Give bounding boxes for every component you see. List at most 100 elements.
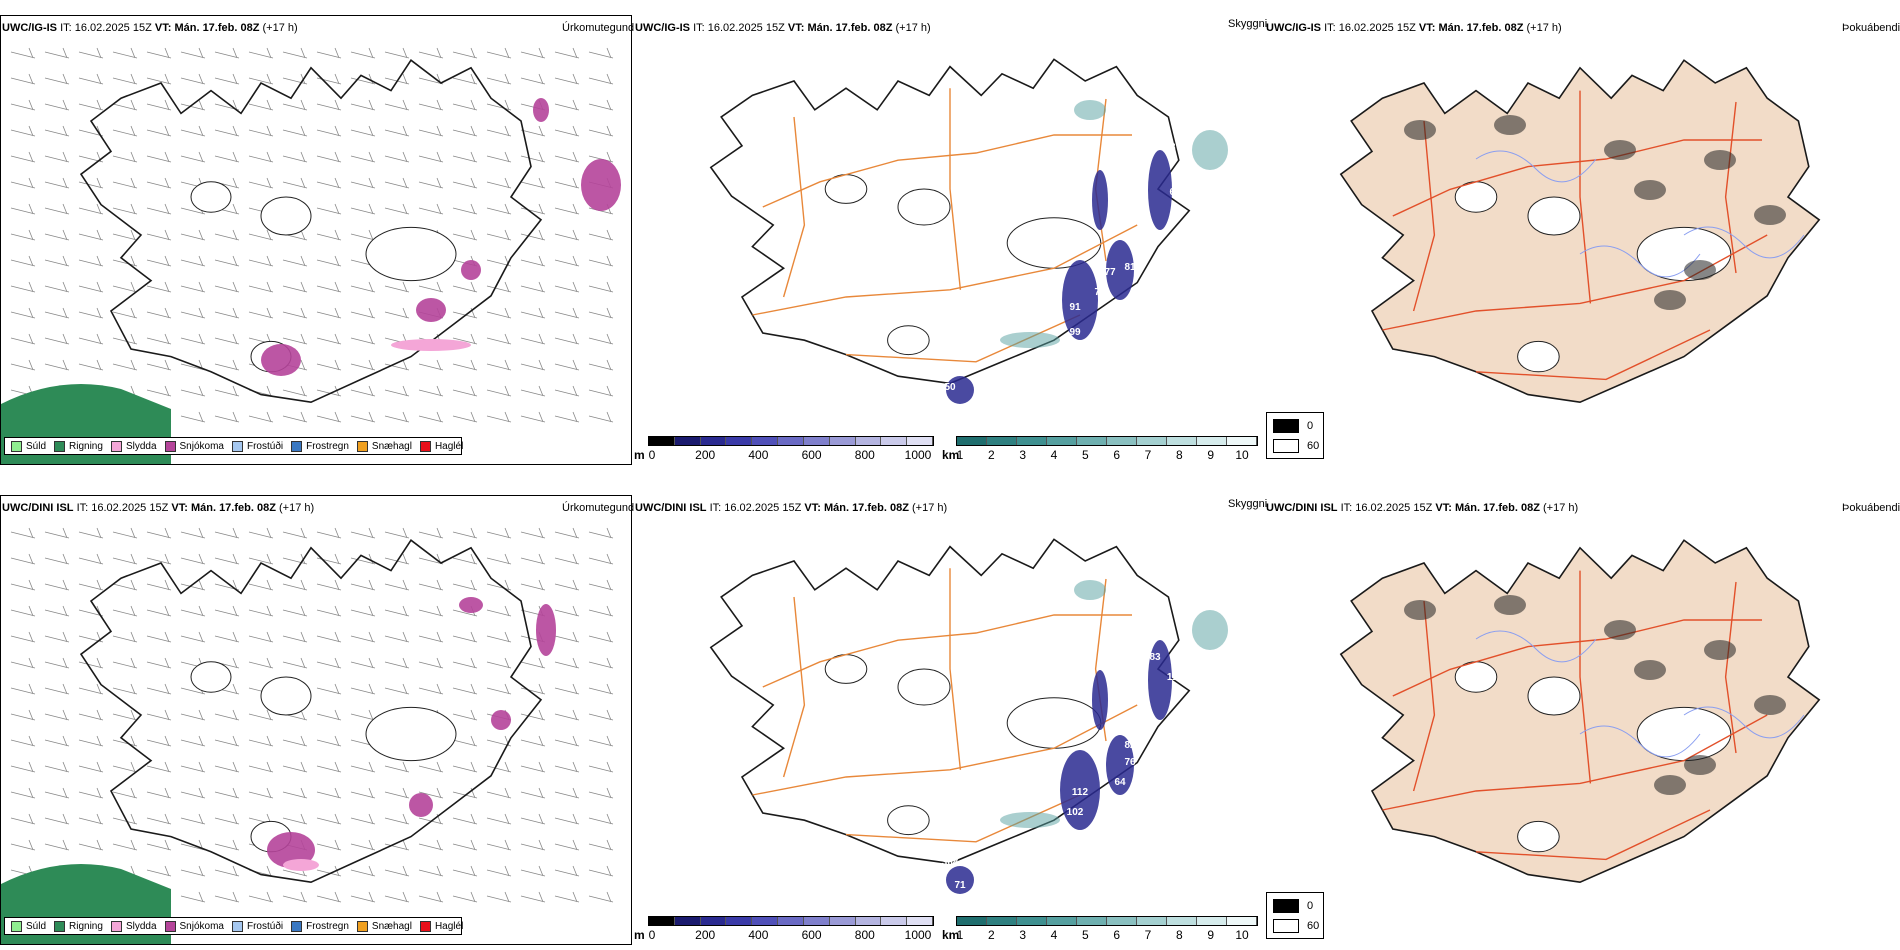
wind-barb	[44, 281, 70, 293]
wind-barb	[588, 553, 614, 565]
wind-barb	[214, 735, 240, 747]
wind-barb	[520, 527, 546, 539]
wind-barb	[146, 865, 172, 877]
wind-barb	[418, 839, 444, 851]
road-line	[782, 116, 806, 298]
wind-barb	[520, 735, 546, 747]
wind-barb	[180, 281, 206, 293]
precip-map	[1, 47, 621, 464]
model-name: UWC/DINI ISL	[635, 502, 707, 514]
wind-barb	[10, 47, 36, 59]
wind-barb	[78, 709, 104, 721]
wind-barb	[520, 683, 546, 695]
road-line	[1382, 714, 1768, 811]
model-name: UWC/DINI ISL	[2, 502, 74, 514]
wind-barb	[520, 385, 546, 397]
ceiling-value-label: 82	[1124, 740, 1136, 751]
it-label: IT:	[709, 502, 722, 514]
wind-barb	[350, 73, 376, 85]
legend-label: Haglél	[434, 440, 464, 452]
wind-barb	[588, 761, 614, 773]
vt-value: Mán. 17.feb. 08Z	[807, 22, 893, 34]
wind-barb	[112, 657, 138, 669]
wind-barb	[316, 787, 342, 799]
wind-barb	[520, 657, 546, 669]
wind-barb	[384, 151, 410, 163]
fog-legend-row: 0	[1273, 899, 1313, 913]
wind-barb	[282, 787, 308, 799]
colorbar-cell	[803, 437, 830, 445]
wind-barb	[384, 761, 410, 773]
wind-barb	[214, 125, 240, 137]
it-value: 16.02.2025 15Z	[1355, 502, 1433, 514]
legend-item: Snæhagl	[356, 440, 412, 452]
low-ceiling-area	[1062, 260, 1098, 340]
wind-barb	[350, 125, 376, 137]
fog-legend: 0 60	[1266, 892, 1324, 939]
low-ceiling-area	[946, 376, 974, 404]
wind-barb	[554, 605, 580, 617]
colorbar-cell	[881, 917, 908, 925]
wind-barb	[10, 125, 36, 137]
wind-barb	[350, 683, 376, 695]
wind-barb	[78, 229, 104, 241]
wind-barb	[418, 203, 444, 215]
colorbar-cell	[1017, 917, 1047, 925]
wind-barb	[44, 683, 70, 695]
wind-barb	[452, 761, 478, 773]
legend-item: Frostregn	[291, 920, 349, 932]
ceiling-value-label: 50	[944, 382, 956, 393]
header-precip-1: UWC/IG-IS IT: 16.02.2025 15Z VT: Mán. 17…	[2, 22, 298, 34]
fog-dense-area	[1684, 260, 1716, 280]
wind-barb	[44, 47, 70, 59]
wind-barb	[78, 177, 104, 189]
colorbar-cell	[829, 437, 856, 445]
wind-barb	[554, 385, 580, 397]
wind-barb	[282, 47, 308, 59]
road-line	[1392, 139, 1762, 217]
header-ceiling-2: UWC/DINI ISL IT: 16.02.2025 15Z VT: Mán.…	[635, 502, 947, 514]
legend-label: Snjókoma	[179, 920, 224, 932]
wind-barb	[10, 73, 36, 85]
wind-barb	[418, 281, 444, 293]
wind-barb	[588, 683, 614, 695]
wind-barb	[384, 527, 410, 539]
fog-dense-area	[1704, 150, 1736, 170]
wind-barb	[486, 553, 512, 565]
colorbar-cell	[1017, 437, 1047, 445]
wind-barb	[214, 359, 240, 371]
legend-label: Haglél	[434, 920, 464, 932]
header-precip-2: UWC/DINI ISL IT: 16.02.2025 15Z VT: Mán.…	[2, 502, 314, 514]
model-name: UWC/DINI ISL	[1266, 502, 1338, 514]
wind-barb	[112, 813, 138, 825]
ceiling-value-label: 368	[942, 857, 959, 868]
wind-barb	[554, 657, 580, 669]
wind-barb	[112, 631, 138, 643]
wind-barb	[282, 307, 308, 319]
vt-value: Mán. 17.feb. 08Z	[1438, 22, 1524, 34]
wind-barb	[44, 605, 70, 617]
wind-barb	[452, 177, 478, 189]
wind-barb	[384, 683, 410, 695]
legend-swatch	[291, 920, 303, 932]
ceiling-value-label: 76	[1124, 757, 1136, 768]
wind-barb	[316, 631, 342, 643]
it-value: 16.02.2025 15Z	[724, 502, 802, 514]
wind-barb	[486, 229, 512, 241]
wind-barb	[452, 203, 478, 215]
wind-barb	[316, 281, 342, 293]
fog-legend-row: 60	[1273, 919, 1319, 933]
wind-barb	[588, 813, 614, 825]
wind-barb	[112, 605, 138, 617]
legend-label: Frostúði	[246, 440, 284, 452]
wind-barb	[520, 47, 546, 59]
wind-barb	[180, 865, 206, 877]
wind-barb	[146, 229, 172, 241]
colorbar-tick-label: 1000	[904, 448, 932, 462]
vt-label: VT:	[171, 502, 188, 514]
colorbar-tick-label: 8	[1175, 928, 1183, 942]
colorbar-tick-label: 400	[748, 448, 769, 462]
colorbar-unit: m	[634, 928, 645, 942]
wind-barb	[214, 229, 240, 241]
wind-barb	[520, 891, 546, 903]
